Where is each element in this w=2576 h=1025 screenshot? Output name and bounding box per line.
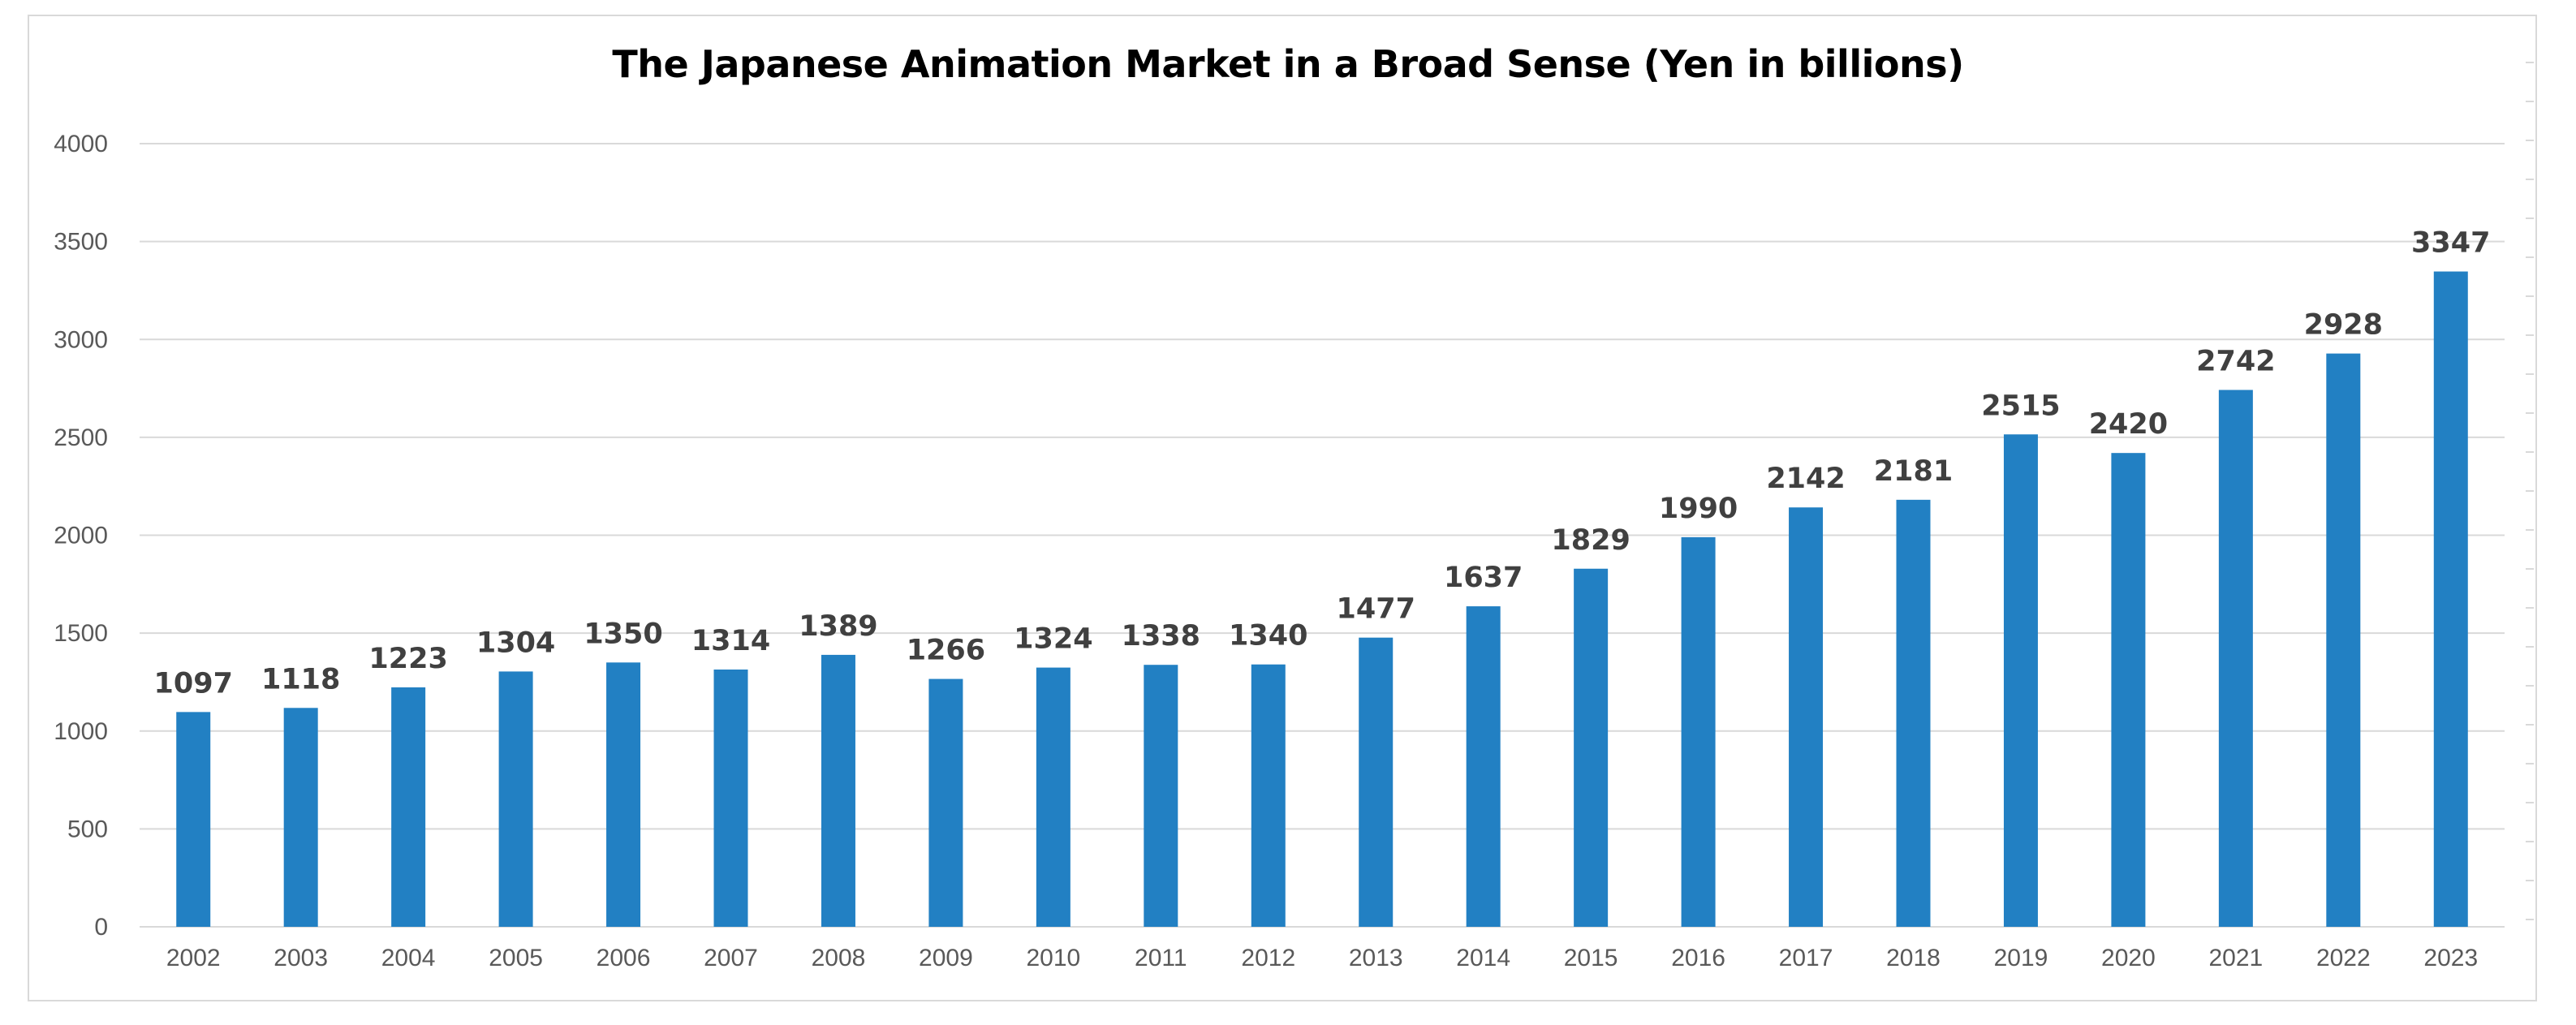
data-label-2015: 1829 — [1551, 524, 1630, 557]
x-tick-label-2011: 2011 — [1135, 945, 1187, 971]
bar-2018 — [1896, 499, 1931, 927]
data-label-2019: 2515 — [1981, 390, 2060, 422]
x-tick-label-2016: 2016 — [1671, 945, 1725, 971]
x-tick-label-2020: 2020 — [2101, 945, 2156, 971]
data-label-2023: 3347 — [2411, 227, 2490, 260]
x-tick-label-2015: 2015 — [1564, 945, 1618, 971]
data-label-2007: 1314 — [691, 625, 770, 657]
x-tick-label-2022: 2022 — [2316, 945, 2371, 971]
data-label-2013: 1477 — [1337, 593, 1415, 626]
data-label-2010: 1324 — [1014, 623, 1092, 656]
x-tick-label-2023: 2023 — [2423, 945, 2478, 971]
x-tick-label-2008: 2008 — [812, 945, 866, 971]
bar-2013 — [1359, 637, 1394, 927]
y-tick-label: 0 — [94, 914, 108, 941]
y-tick-label: 4000 — [54, 131, 108, 157]
bar-2011 — [1144, 665, 1178, 927]
x-tick-label-2021: 2021 — [2208, 945, 2263, 971]
bar-2017 — [1789, 507, 1824, 927]
y-tick-label: 500 — [67, 816, 108, 842]
bar-2022 — [2326, 353, 2361, 927]
x-tick-label-2019: 2019 — [1994, 945, 2048, 971]
x-tick-label-2013: 2013 — [1349, 945, 1403, 971]
bar-2008 — [821, 654, 855, 927]
bar-2015 — [1574, 568, 1609, 927]
data-label-2017: 2142 — [1766, 463, 1845, 495]
bar-2006 — [606, 662, 641, 927]
data-label-2022: 2928 — [2304, 309, 2383, 342]
bar-2019 — [2003, 434, 2038, 927]
y-tick-label: 2000 — [54, 523, 108, 549]
data-label-2009: 1266 — [907, 635, 985, 667]
bar-2003 — [283, 708, 318, 927]
x-tick-label-2012: 2012 — [1241, 945, 1295, 971]
bar-2020 — [2111, 453, 2146, 927]
data-label-2014: 1637 — [1444, 562, 1523, 594]
x-tick-label-2007: 2007 — [704, 945, 758, 971]
bar-2005 — [498, 671, 533, 927]
y-tick-label: 3000 — [54, 326, 108, 353]
x-tick-label-2017: 2017 — [1779, 945, 1833, 971]
bar-2009 — [928, 678, 963, 927]
x-tick-label-2006: 2006 — [597, 945, 651, 971]
y-tick-label: 1500 — [54, 620, 108, 647]
bar-2007 — [713, 669, 748, 927]
x-tick-label-2018: 2018 — [1886, 945, 1941, 971]
data-label-2021: 2742 — [2196, 345, 2275, 377]
bar-2023 — [2433, 271, 2468, 927]
data-label-2018: 2181 — [1874, 455, 1953, 488]
x-tick-label-2002: 2002 — [166, 945, 221, 971]
data-label-2008: 1389 — [799, 610, 877, 643]
data-label-2005: 1304 — [476, 627, 555, 659]
bar-2004 — [391, 687, 426, 927]
data-label-2012: 1340 — [1229, 620, 1307, 652]
x-tick-label-2010: 2010 — [1026, 945, 1080, 971]
data-label-2002: 1097 — [154, 667, 233, 700]
x-tick-label-2004: 2004 — [381, 945, 436, 971]
data-label-2004: 1223 — [368, 643, 447, 675]
data-label-2016: 1990 — [1659, 493, 1738, 525]
bar-2002 — [176, 712, 211, 927]
bar-2010 — [1036, 667, 1070, 927]
data-label-2011: 1338 — [1122, 620, 1200, 652]
bar-2012 — [1251, 664, 1286, 927]
y-tick-label: 2500 — [54, 424, 108, 451]
data-label-2003: 1118 — [261, 663, 340, 696]
x-tick-label-2014: 2014 — [1456, 945, 1510, 971]
y-tick-label: 3500 — [54, 229, 108, 256]
bar-2014 — [1466, 606, 1501, 927]
x-tick-label-2005: 2005 — [489, 945, 543, 971]
bar-2016 — [1681, 536, 1716, 927]
data-label-2006: 1350 — [584, 618, 662, 650]
chart-title: The Japanese Animation Market in a Broad… — [612, 42, 1964, 86]
x-tick-label-2003: 2003 — [274, 945, 328, 971]
bar-2021 — [2218, 390, 2253, 927]
data-label-2020: 2420 — [2089, 408, 2168, 441]
x-tick-label-2009: 2009 — [919, 945, 973, 971]
y-tick-label: 1000 — [54, 718, 108, 745]
